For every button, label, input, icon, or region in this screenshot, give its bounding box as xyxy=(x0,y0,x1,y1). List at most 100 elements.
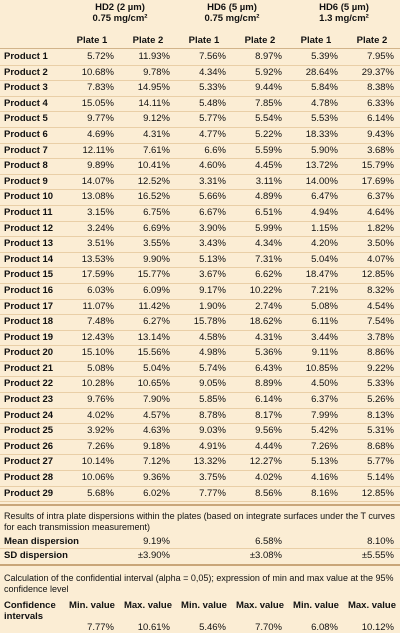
sd-dispersion-value-2: ±3.08% xyxy=(249,550,282,562)
table-row: Product 3 7.83% 14.95% 5.33% 9.44% 5.84% 8.38% xyxy=(0,81,400,97)
table-cell: 12.52% xyxy=(137,175,170,187)
table-cell: 6.51% xyxy=(255,206,282,218)
table-cell: 5.92% xyxy=(255,66,282,78)
product-label: Product 16 xyxy=(4,284,54,296)
table-cell: 3.43% xyxy=(199,238,226,250)
group-name: HD6 (5 µm) xyxy=(319,2,369,13)
table-cell: 9.05% xyxy=(199,378,226,390)
table-row: Product 11 3.15% 6.75% 6.67% 6.51% 4.94% 4.64% xyxy=(0,206,400,222)
product-label: Product 2 xyxy=(4,66,48,78)
product-label: Product 24 xyxy=(4,409,54,421)
table-cell: 4.50% xyxy=(311,378,338,390)
table-cell: 7.61% xyxy=(143,144,170,156)
table-cell: 6.47% xyxy=(311,191,338,203)
table-row: Product 13 3.51% 3.55% 3.43% 4.34% 4.20% 3.50% xyxy=(0,237,400,253)
table-cell: 5.33% xyxy=(367,378,394,390)
plate-spacer xyxy=(0,34,64,48)
table-cell: 9.03% xyxy=(199,425,226,437)
product-label: Product 4 xyxy=(4,97,48,109)
table-cell: 1.82% xyxy=(367,222,394,234)
mean-dispersion-row: Mean dispersion 9.19% 6.58% 8.10% xyxy=(0,535,400,550)
table-cell: 8.16% xyxy=(311,487,338,499)
sd-dispersion-row: SD dispersion ±3.90% ±3.08% ±5.55% xyxy=(0,549,400,562)
table-cell: 7.56% xyxy=(199,51,226,62)
table-cell: 9.78% xyxy=(143,66,170,78)
table-cell: 3.68% xyxy=(367,144,394,156)
table-cell: 4.02% xyxy=(255,472,282,484)
product-label: Product 15 xyxy=(4,269,54,281)
product-label: Product 19 xyxy=(4,331,54,343)
table-cell: 8.32% xyxy=(367,284,394,296)
table-cell: 8.78% xyxy=(199,409,226,421)
table-cell: 10.28% xyxy=(81,378,114,390)
table-row: Product 2 10.68% 9.78% 4.34% 5.92% 28.64% 29.3… xyxy=(0,66,400,82)
table-cell: 12.27% xyxy=(249,456,282,468)
group-sub: 0.75 mg/cm² xyxy=(204,12,260,24)
table-cell: 5.85% xyxy=(199,394,226,406)
table-cell: 4.63% xyxy=(143,425,170,437)
table-cell: 5.77% xyxy=(199,113,226,125)
table-cell: 3.55% xyxy=(143,238,170,250)
table-cell: 9.17% xyxy=(199,284,226,296)
group-sub: 0.75 mg/cm² xyxy=(92,12,148,24)
confidence-intervals-label: Confidence intervals xyxy=(4,600,56,623)
table-cell: 10.68% xyxy=(81,66,114,78)
table-row: Product 17 11.07% 11.42% 1.90% 2.74% 5.08% 4.5… xyxy=(0,300,400,316)
ci-header: Min. value xyxy=(293,600,339,612)
sd-dispersion-value-3: ±5.55% xyxy=(361,550,394,562)
mean-dispersion-label: Mean dispersion xyxy=(4,536,79,548)
table-cell: 6.67% xyxy=(199,206,226,218)
table-cell: 4.07% xyxy=(367,253,394,265)
plate-header: Plate 2 xyxy=(132,35,164,46)
table-cell: 11.42% xyxy=(138,300,170,312)
header-spacer xyxy=(0,3,64,26)
table-cell: 3.50% xyxy=(367,238,394,250)
product-label: Product 11 xyxy=(4,206,53,218)
product-label: Product 25 xyxy=(4,425,54,437)
table-cell: 6.69% xyxy=(143,222,170,234)
table-cell: 8.89% xyxy=(255,378,282,390)
table-cell: 4.16% xyxy=(311,472,338,484)
table-cell: 4.45% xyxy=(255,160,282,172)
table-cell: 12.43% xyxy=(81,331,114,343)
table-cell: 8.56% xyxy=(255,487,282,499)
confidence-note: Calculation of the confidential interval… xyxy=(4,573,394,595)
product-label: Product 3 xyxy=(4,82,48,94)
table-cell: 15.05% xyxy=(81,97,114,109)
ci-spacer xyxy=(0,622,64,633)
table-cell: 7.77% xyxy=(199,487,226,499)
table-cell: 6.43% xyxy=(255,362,282,374)
table-cell: 13.53% xyxy=(81,253,114,265)
table-cell: 14.07% xyxy=(81,175,114,187)
table-row: Product 28 10.06% 9.36% 3.75% 4.02% 4.16% 5.14… xyxy=(0,471,400,487)
sd-dispersion-label: SD dispersion xyxy=(4,550,68,562)
ci-value: 6.08% xyxy=(311,622,338,633)
ci-header: Max. value xyxy=(347,600,397,612)
table-cell: 6.37% xyxy=(311,394,338,406)
table-cell: 8.17% xyxy=(255,409,282,421)
divider xyxy=(0,504,400,507)
table-cell: 7.12% xyxy=(143,456,170,468)
table-row: Product 16 6.03% 6.09% 9.17% 10.22% 7.21% 8.32… xyxy=(0,284,400,300)
table-cell: 3.31% xyxy=(199,175,226,187)
table-cell: 4.69% xyxy=(87,128,114,140)
table-cell: 10.85% xyxy=(305,362,338,374)
table-row: Product 1 5.72% 11.93% 7.56% 8.97% 5.39% 7.95% xyxy=(0,50,400,66)
table-cell: 5.04% xyxy=(311,253,338,265)
product-label: Product 17 xyxy=(4,300,54,312)
table-row: Product 24 4.02% 4.57% 8.78% 8.17% 7.99% 8.13% xyxy=(0,409,400,425)
table-cell: 18.62% xyxy=(249,316,282,328)
table-cell: 5.53% xyxy=(311,113,338,125)
table-cell: 8.97% xyxy=(255,51,282,62)
plate-header: Plate 1 xyxy=(300,35,332,46)
table-cell: 7.95% xyxy=(367,51,394,62)
ci-header: Min. value xyxy=(181,600,227,612)
table-row: Product 29 5.68% 6.02% 7.77% 8.56% 8.16% 12.85… xyxy=(0,487,400,503)
group-header-3: HD6 (5 µm) 1.3 mg/cm² xyxy=(288,2,400,26)
table-cell: 5.08% xyxy=(311,300,338,312)
table-cell: 6.27% xyxy=(143,316,170,328)
table-cell: 5.72% xyxy=(87,51,114,62)
table-cell: 3.92% xyxy=(87,425,114,437)
table-cell: 4.94% xyxy=(311,206,338,218)
table-cell: 16.52% xyxy=(137,191,170,203)
